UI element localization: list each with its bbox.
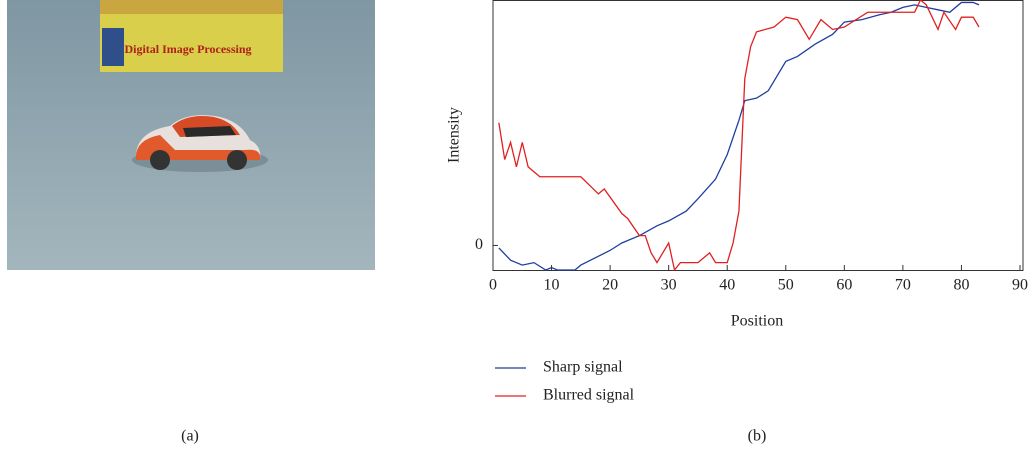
- y-tick-label: 0: [475, 236, 483, 253]
- y-axis-label: Intensity: [446, 107, 463, 163]
- photo: Digital Image Processing: [7, 0, 375, 270]
- plot-area: [498, 0, 980, 271]
- legend-label: Sharp signal: [543, 359, 623, 376]
- x-tick-label: 80: [953, 277, 969, 294]
- plot-frame: [492, 0, 1024, 271]
- book-label: [102, 28, 124, 66]
- x-tick-label: 70: [895, 277, 911, 294]
- car-wheel: [150, 150, 170, 170]
- line-series: [498, 1, 980, 271]
- legend-label: Blurred signal: [543, 387, 635, 404]
- car-window: [183, 126, 236, 137]
- x-tick-label: 50: [778, 277, 794, 294]
- x-tick-label: 0: [489, 277, 497, 294]
- x-axis-label: Position: [731, 313, 783, 330]
- panel-label: (b): [748, 428, 767, 445]
- x-tick-label: 20: [602, 277, 618, 294]
- x-tick-label: 90: [1012, 277, 1028, 294]
- book-top: [100, 0, 283, 14]
- car-wheel: [227, 150, 247, 170]
- x-tick-label: 60: [836, 277, 852, 294]
- book-title: Digital Image Processing: [124, 42, 251, 56]
- x-tick-label: 30: [661, 277, 677, 294]
- panel-label: (a): [181, 428, 199, 445]
- x-tick-label: 40: [719, 277, 735, 294]
- line-series: [498, 0, 980, 271]
- x-tick-label: 10: [544, 277, 560, 294]
